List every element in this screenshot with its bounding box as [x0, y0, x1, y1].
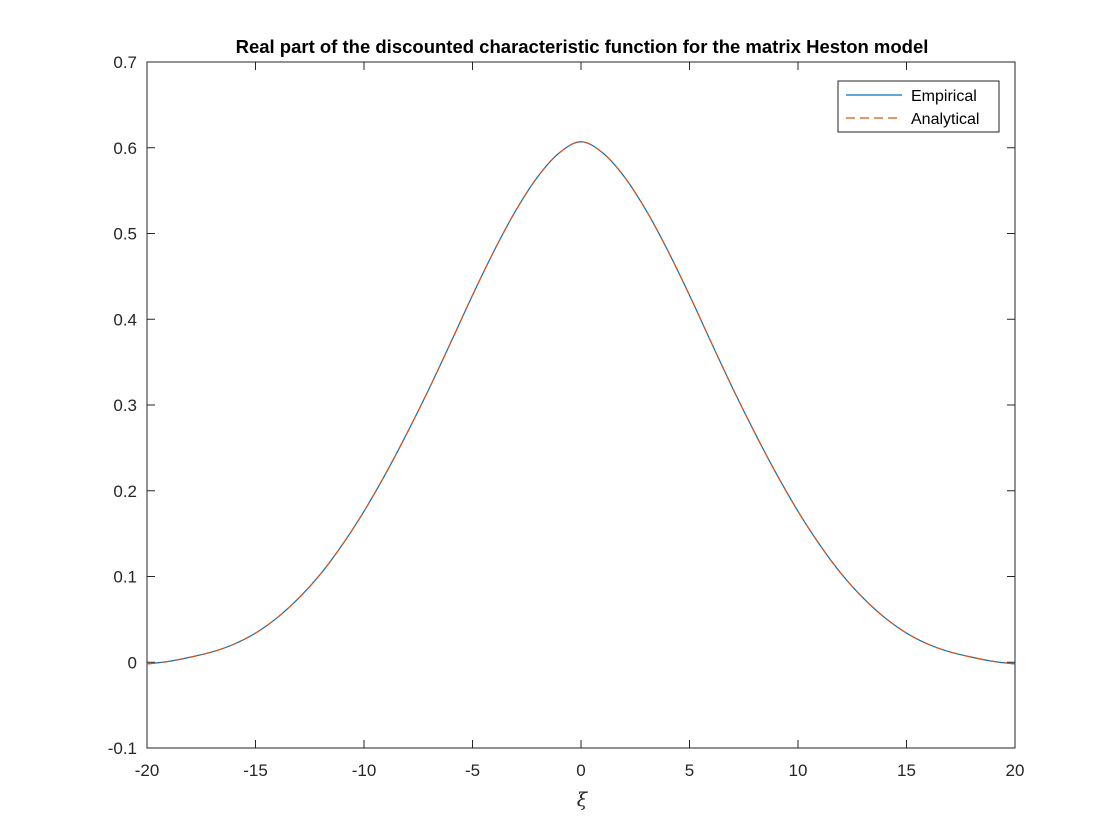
x-tick-label: 20 — [1006, 761, 1025, 780]
y-tick-label: 0.4 — [113, 310, 137, 329]
y-tick-label: 0 — [128, 653, 137, 672]
y-axis-ticks: -0.1 0 0.1 0.2 0.3 0.4 0.5 0.6 0.7 — [108, 53, 1015, 758]
series-line-analytical — [146, 141, 1016, 665]
y-tick-label: 0.2 — [113, 482, 137, 501]
y-tick-label: 0.1 — [113, 568, 137, 587]
x-tick-label: 0 — [576, 761, 585, 780]
x-tick-label: 5 — [685, 761, 694, 780]
series-layer — [146, 141, 1016, 665]
legend[interactable]: Empirical Analytical — [837, 80, 1000, 133]
y-tick-label: 0.5 — [113, 225, 137, 244]
x-tick-label: -20 — [135, 761, 160, 780]
legend-label-analytical: Analytical — [911, 111, 979, 128]
y-tick-label: 0.6 — [113, 139, 137, 158]
x-tick-label: -5 — [465, 761, 480, 780]
legend-label-empirical: Empirical — [911, 88, 977, 105]
y-tick-label: 0.3 — [113, 396, 137, 415]
chart-title: Real part of the discounted characterist… — [236, 36, 929, 57]
axes-box — [146, 61, 1016, 749]
y-tick-label: 0.7 — [113, 53, 137, 72]
x-tick-label: -10 — [352, 761, 377, 780]
x-tick-label: 10 — [789, 761, 808, 780]
x-tick-label: 15 — [897, 761, 916, 780]
y-tick-label: -0.1 — [108, 739, 137, 758]
plot-area: -20 -15 -10 -5 0 5 10 15 20 -0.1 0 0.1 0.2 0.3 0.4 0.5… — [108, 53, 1025, 780]
x-axis-label: ξ — [577, 789, 589, 811]
x-axis-ticks: -20 -15 -10 -5 0 5 10 15 20 — [135, 62, 1025, 780]
legend-box — [837, 80, 1000, 133]
x-tick-label: -15 — [243, 761, 268, 780]
